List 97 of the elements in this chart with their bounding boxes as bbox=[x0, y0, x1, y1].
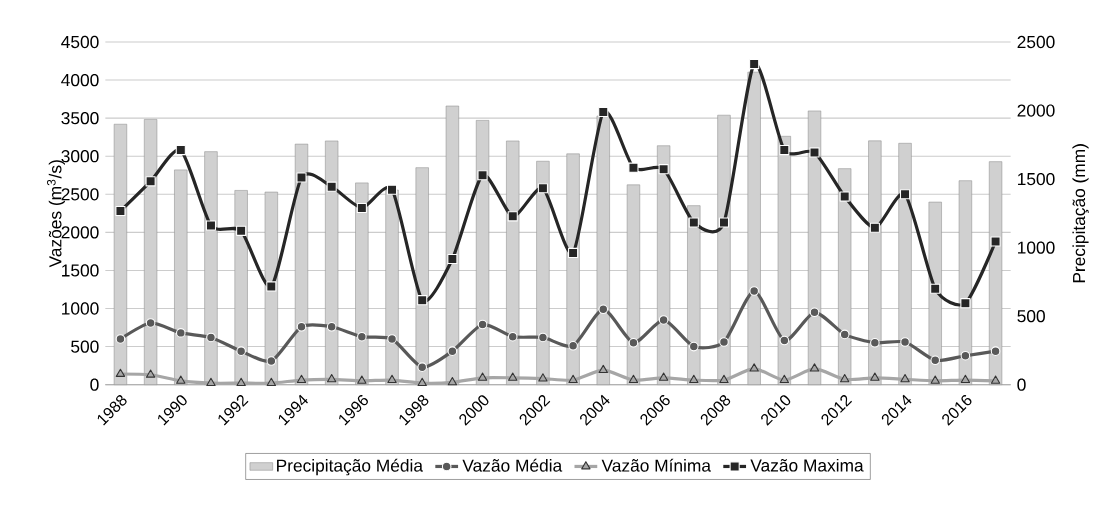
point bbox=[206, 332, 216, 343]
point bbox=[598, 364, 608, 374]
point bbox=[417, 377, 427, 387]
point bbox=[175, 145, 186, 156]
point bbox=[145, 176, 156, 187]
point bbox=[658, 164, 669, 175]
point bbox=[296, 374, 307, 384]
point bbox=[145, 318, 156, 328]
point bbox=[689, 341, 699, 352]
point bbox=[236, 346, 246, 356]
y2-tick-label: 1500 bbox=[1018, 172, 1055, 186]
point bbox=[386, 184, 398, 195]
y2-tick-label: 1000 bbox=[1018, 241, 1055, 254]
point bbox=[507, 331, 518, 342]
point bbox=[658, 315, 669, 325]
y-tick-label: 0 bbox=[90, 378, 99, 391]
point bbox=[387, 334, 397, 344]
point bbox=[326, 181, 337, 192]
y-tick-label: 1000 bbox=[62, 302, 99, 315]
point bbox=[749, 59, 760, 70]
point bbox=[115, 205, 126, 217]
y-tick-label: 2000 bbox=[61, 226, 99, 239]
point bbox=[658, 372, 669, 381]
point bbox=[326, 373, 337, 383]
y-tick-label: 4500 bbox=[61, 35, 99, 49]
point bbox=[296, 172, 307, 183]
point bbox=[357, 375, 367, 384]
point bbox=[296, 321, 307, 332]
point bbox=[809, 307, 820, 318]
point bbox=[115, 368, 126, 377]
point bbox=[749, 363, 759, 372]
point bbox=[719, 374, 729, 384]
point bbox=[930, 375, 940, 384]
point bbox=[809, 363, 820, 372]
point bbox=[628, 374, 639, 384]
legend-label: Vazão Média bbox=[462, 458, 563, 472]
point bbox=[719, 337, 729, 347]
point bbox=[688, 217, 699, 228]
point bbox=[870, 337, 880, 348]
point bbox=[477, 372, 488, 381]
point bbox=[869, 222, 880, 233]
point bbox=[507, 211, 518, 222]
y-tick-label: 3500 bbox=[61, 112, 99, 125]
point bbox=[900, 337, 910, 347]
point bbox=[145, 369, 156, 378]
point bbox=[266, 377, 277, 387]
y-tick-label: 4000 bbox=[61, 73, 99, 87]
point bbox=[598, 304, 609, 315]
point bbox=[899, 189, 911, 200]
y2-tick-label: 0 bbox=[1017, 378, 1026, 391]
y2-tick-label: 2000 bbox=[1017, 104, 1055, 117]
y2-tick-label: 2500 bbox=[1017, 35, 1055, 49]
point bbox=[598, 106, 609, 118]
point bbox=[447, 377, 458, 386]
point bbox=[176, 375, 186, 384]
point bbox=[628, 162, 639, 173]
y2-axis-title: Precipitação (mm) bbox=[1072, 144, 1089, 283]
point bbox=[689, 374, 699, 384]
point bbox=[990, 346, 1001, 356]
point bbox=[206, 377, 216, 387]
point bbox=[357, 331, 367, 342]
point bbox=[870, 372, 880, 381]
point bbox=[537, 183, 548, 194]
point bbox=[205, 220, 217, 231]
y-tick-label: 500 bbox=[71, 340, 99, 353]
point bbox=[809, 147, 820, 158]
point bbox=[990, 236, 1001, 247]
point bbox=[236, 225, 247, 236]
point bbox=[990, 375, 1001, 384]
point bbox=[538, 373, 548, 382]
point bbox=[628, 337, 639, 348]
legend-label: Vazão Maxima bbox=[750, 458, 864, 472]
point bbox=[930, 355, 941, 366]
y-tick-label: 1500 bbox=[62, 264, 99, 277]
point bbox=[266, 281, 277, 292]
point bbox=[477, 319, 488, 330]
point bbox=[387, 374, 397, 384]
point bbox=[236, 377, 246, 387]
point bbox=[508, 372, 518, 381]
point bbox=[538, 332, 548, 343]
point bbox=[718, 217, 730, 228]
point bbox=[326, 321, 337, 332]
point bbox=[447, 346, 458, 356]
point bbox=[900, 373, 910, 383]
point bbox=[417, 362, 428, 372]
legend-label: Vazão Mínima bbox=[601, 458, 711, 472]
point bbox=[175, 328, 186, 338]
point bbox=[266, 356, 277, 366]
point bbox=[477, 170, 488, 181]
point bbox=[115, 334, 126, 344]
point bbox=[417, 295, 428, 306]
point bbox=[447, 253, 458, 265]
y2-tick-label: 500 bbox=[1017, 309, 1045, 323]
point bbox=[749, 286, 759, 296]
point bbox=[930, 283, 941, 294]
point bbox=[356, 202, 367, 214]
legend-label: Precipitação Média bbox=[277, 458, 424, 476]
